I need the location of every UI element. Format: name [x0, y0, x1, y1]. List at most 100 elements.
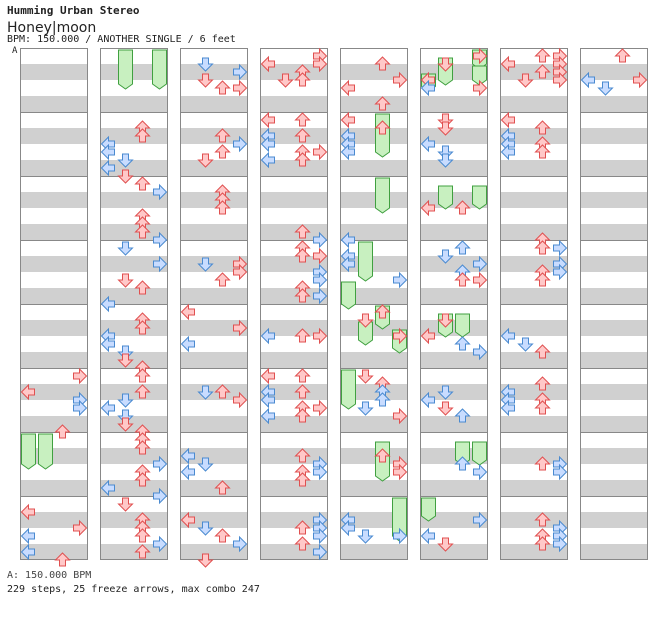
beat-stripe: [260, 320, 328, 336]
step-arrow-down: [197, 257, 214, 272]
beat-stripe: [580, 96, 648, 112]
beat-stripe: [340, 128, 408, 144]
beat-stripe: [260, 96, 328, 112]
step-arrow-up: [374, 56, 391, 71]
beat-stripe: [500, 448, 568, 464]
beat-stripe: [260, 416, 328, 432]
step-arrow-up: [294, 472, 311, 487]
step-arrow-down: [517, 73, 534, 88]
step-arrow-right: [553, 239, 568, 257]
beat-stripe: [20, 224, 88, 240]
step-arrow-down: [437, 113, 454, 128]
step-arrow-up: [534, 120, 551, 135]
step-arrow-up: [534, 144, 551, 159]
step-arrow-right: [153, 231, 168, 249]
step-arrow-right: [553, 535, 568, 553]
step-arrow-up: [454, 200, 471, 215]
beat-stripe: [500, 224, 568, 240]
beat-stripe: [180, 128, 248, 144]
step-arrow-up: [294, 112, 311, 127]
step-arrow-down: [117, 169, 134, 184]
step-arrow-up: [374, 120, 391, 135]
step-arrow-down: [437, 385, 454, 400]
step-arrow-down: [517, 337, 534, 352]
step-arrow-left: [500, 55, 515, 73]
beat-stripe: [180, 352, 248, 368]
beat-stripe: [20, 416, 88, 432]
step-arrow-left: [100, 295, 115, 313]
step-arrow-left: [420, 79, 435, 97]
step-arrow-left: [420, 135, 435, 153]
beat-stripe: [20, 160, 88, 176]
step-arrow-up: [134, 472, 151, 487]
step-arrow-up: [534, 400, 551, 415]
step-arrow-right: [313, 271, 328, 289]
beat-stripe: [180, 512, 248, 528]
step-arrow-up: [134, 368, 151, 383]
bpm-summary: A: 150.000 BPM: [7, 570, 92, 581]
step-arrow-right: [473, 47, 488, 65]
step-arrow-left: [100, 143, 115, 161]
beat-stripe: [100, 96, 168, 112]
step-arrow-right: [73, 399, 88, 417]
beat-stripe: [420, 480, 488, 496]
step-arrow-up: [294, 536, 311, 551]
step-arrow-up: [294, 72, 311, 87]
step-arrow-down: [437, 145, 454, 160]
step-arrow-left: [340, 231, 355, 249]
step-arrow-left: [20, 527, 35, 545]
step-arrow-right: [233, 391, 248, 409]
beat-stripe: [180, 96, 248, 112]
step-arrow-left: [420, 527, 435, 545]
chart-column-border: [20, 48, 88, 560]
step-arrow-up: [134, 224, 151, 239]
step-arrow-right: [393, 527, 408, 545]
step-arrow-right: [153, 487, 168, 505]
beat-stripe: [340, 288, 408, 304]
step-arrow-left: [180, 447, 195, 465]
step-arrow-right: [553, 71, 568, 89]
beat-stripe: [100, 448, 168, 464]
step-arrow-down: [357, 401, 374, 416]
beat-stripe: [340, 480, 408, 496]
beat-stripe: [260, 64, 328, 80]
step-arrow-left: [260, 407, 275, 425]
step-arrow-up: [294, 328, 311, 343]
step-arrow-up: [294, 408, 311, 423]
step-arrow-left: [340, 255, 355, 273]
step-arrow-left: [500, 143, 515, 161]
step-arrow-up: [134, 280, 151, 295]
beat-stripe: [420, 544, 488, 560]
beat-stripe: [340, 352, 408, 368]
freeze-arrow: [21, 433, 36, 470]
beat-stripe: [100, 224, 168, 240]
step-arrow-left: [260, 135, 275, 153]
beat-stripe: [340, 512, 408, 528]
step-arrow-right: [473, 343, 488, 361]
step-arrow-up: [214, 200, 231, 215]
freeze-arrow: [472, 185, 487, 210]
step-arrow-left: [260, 55, 275, 73]
step-arrow-down: [197, 521, 214, 536]
step-arrow-up: [374, 304, 391, 319]
beat-stripe: [180, 160, 248, 176]
step-arrow-right: [473, 79, 488, 97]
beat-stripe: [580, 192, 648, 208]
beat-stripe: [20, 128, 88, 144]
beat-stripe: [420, 256, 488, 272]
beat-stripe: [20, 480, 88, 496]
step-arrow-right: [313, 327, 328, 345]
beat-stripe: [260, 512, 328, 528]
step-arrow-up: [534, 536, 551, 551]
step-arrow-left: [180, 511, 195, 529]
step-arrow-right: [473, 271, 488, 289]
beat-stripe: [100, 480, 168, 496]
step-arrow-up: [134, 128, 151, 143]
beat-stripe: [500, 512, 568, 528]
step-arrow-up: [54, 552, 71, 567]
step-arrow-up: [454, 336, 471, 351]
freeze-arrow: [472, 441, 487, 466]
beat-stripe: [180, 64, 248, 80]
step-arrow-up: [134, 384, 151, 399]
beat-stripe: [580, 224, 648, 240]
